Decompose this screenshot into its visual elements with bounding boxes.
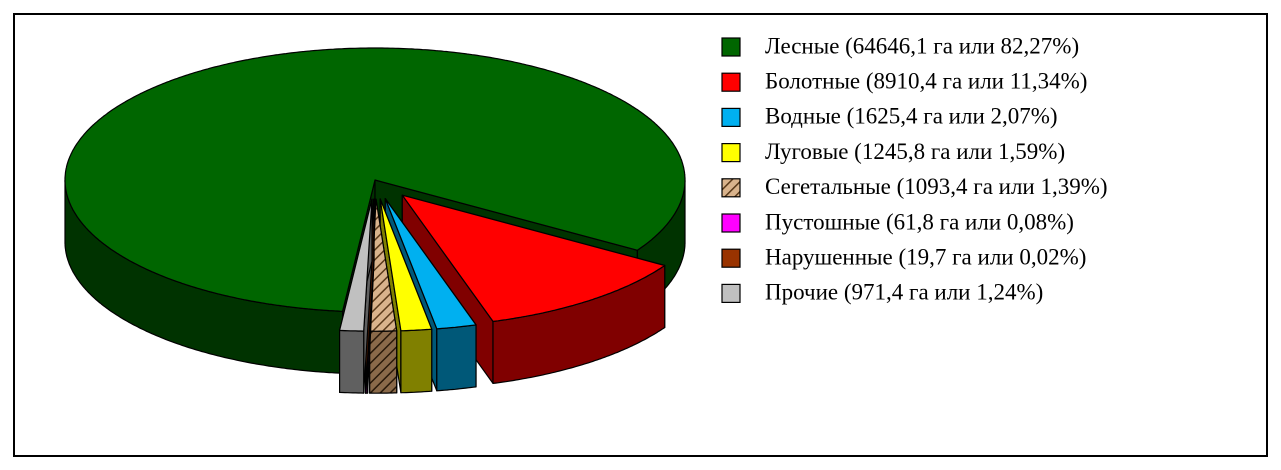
legend-swatch [721,107,741,128]
legend-label: Прочие (971,4 га или 1,24%) [765,280,1043,305]
slice [401,194,666,322]
legend-swatch [721,143,741,163]
legend-label: Луговые (1245,8 га или 1,59%) [765,139,1065,164]
slice [64,47,686,312]
legend-swatch [721,37,741,57]
legend-swatch [721,72,741,92]
legend-swatch [721,178,741,198]
legend-label: Нарушенные (19,7 га или 0,02%) [765,244,1086,269]
legend-label: Водные (1625,4 га или 2,07%) [765,104,1058,129]
legend-swatch [721,213,741,233]
slice [339,198,373,332]
slice [369,198,398,332]
slice-side [436,324,477,392]
legend-label: Пустошные (61,8 га или 0,08%) [765,209,1074,234]
slice-side [400,328,433,394]
legend-label: Лесные (64646,1 га или 82,27%) [765,33,1079,58]
legend-label: Сегетальные (1093,4 га или 1,39%) [765,174,1108,199]
slice [384,198,477,330]
legend-swatch [721,248,741,268]
legend-swatch [721,283,741,303]
slice-side [369,330,398,394]
slice [379,198,433,332]
slice-side [339,329,365,394]
legend-label: Болотные (8910,4 га или 11,34%) [765,68,1087,93]
